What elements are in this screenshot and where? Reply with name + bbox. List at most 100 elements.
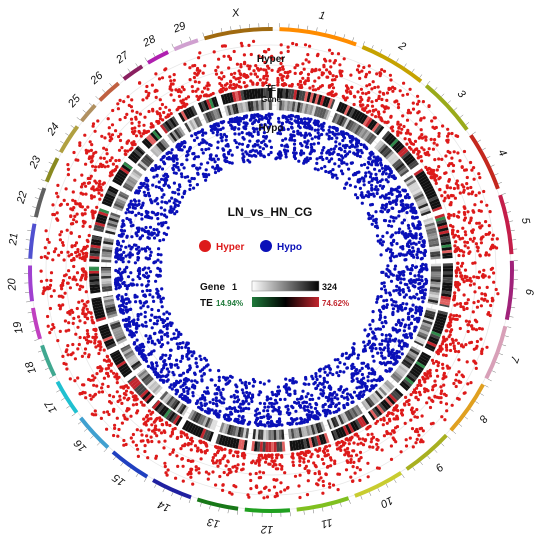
hyper-point bbox=[360, 69, 364, 73]
hyper-point bbox=[450, 156, 454, 160]
gene-cell bbox=[109, 214, 120, 221]
hypo-point bbox=[143, 310, 147, 314]
gene-cell bbox=[103, 238, 114, 243]
hypo-point bbox=[139, 312, 143, 316]
hyper-point bbox=[81, 309, 85, 313]
gene-cell bbox=[423, 217, 434, 223]
te-cell bbox=[152, 400, 161, 410]
hyper-point bbox=[154, 454, 158, 458]
te-cell bbox=[262, 441, 266, 452]
te-cell bbox=[422, 182, 433, 191]
gene-cell bbox=[318, 107, 325, 119]
hypo-point bbox=[392, 219, 396, 223]
hypo-point bbox=[374, 210, 378, 214]
hypo-point bbox=[388, 270, 392, 274]
gene-cell bbox=[375, 141, 385, 151]
hyper-point bbox=[446, 134, 450, 138]
hyper-point bbox=[179, 431, 183, 435]
hyper-point bbox=[442, 199, 446, 203]
hyper-point bbox=[470, 230, 474, 234]
hyper-point bbox=[197, 467, 201, 471]
hyper-point bbox=[70, 252, 74, 257]
te-cell bbox=[440, 241, 452, 246]
hyper-point bbox=[395, 99, 399, 103]
hyper-point bbox=[442, 383, 446, 387]
hyper-point bbox=[310, 452, 314, 456]
hypo-point bbox=[374, 172, 378, 176]
gene-cell bbox=[428, 296, 439, 301]
hyper-point bbox=[352, 441, 356, 445]
hypo-point bbox=[374, 383, 378, 387]
hypo-point bbox=[342, 396, 346, 400]
te-cell bbox=[371, 407, 381, 418]
hyper-point bbox=[428, 405, 433, 410]
hypo-point bbox=[141, 289, 145, 293]
te-cell bbox=[254, 88, 258, 99]
hyper-point bbox=[408, 87, 412, 91]
hypo-point bbox=[384, 193, 388, 197]
hyper-point bbox=[257, 68, 261, 72]
gene-cell bbox=[210, 110, 217, 121]
hyper-point bbox=[54, 247, 58, 251]
gene-cell bbox=[380, 385, 390, 395]
hyper-point bbox=[314, 88, 318, 92]
hyper-point bbox=[458, 159, 462, 163]
hypo-point bbox=[286, 404, 290, 408]
hypo-point bbox=[395, 274, 399, 278]
hypo-point bbox=[378, 342, 382, 346]
hyper-point bbox=[460, 165, 464, 169]
hyper-point bbox=[403, 403, 407, 407]
te-cell bbox=[442, 255, 453, 259]
hypo-point bbox=[402, 218, 406, 222]
hyper-point bbox=[427, 396, 431, 400]
hypo-point bbox=[186, 341, 190, 345]
gene-cell bbox=[390, 374, 400, 384]
te-cell bbox=[154, 129, 163, 138]
hyper-point bbox=[399, 450, 403, 454]
te-cell bbox=[94, 311, 105, 317]
hyper-point bbox=[304, 79, 308, 83]
hypo-point bbox=[205, 386, 209, 390]
hypo-point bbox=[411, 223, 415, 227]
hyper-point bbox=[120, 421, 124, 425]
hyper-point bbox=[71, 198, 75, 202]
hyper-point bbox=[375, 72, 379, 76]
hyper-point bbox=[302, 457, 306, 461]
hypo-point bbox=[175, 379, 179, 383]
hypo-point bbox=[182, 378, 186, 382]
gene-cell bbox=[111, 326, 123, 333]
hypo-point bbox=[350, 372, 354, 376]
hyper-point bbox=[229, 83, 233, 87]
hyper-point bbox=[231, 465, 235, 469]
hyper-point bbox=[180, 457, 184, 461]
te-cell bbox=[130, 379, 140, 388]
te-cell bbox=[421, 351, 432, 359]
hypo-point bbox=[347, 177, 351, 181]
hypo-point bbox=[301, 389, 305, 393]
hyper-point bbox=[269, 453, 273, 457]
hyper-point bbox=[346, 86, 350, 90]
hypo-point bbox=[388, 337, 392, 341]
hypo-point bbox=[310, 410, 314, 414]
hypo-point bbox=[214, 399, 219, 403]
te-cell bbox=[336, 101, 343, 112]
hypo-point bbox=[373, 343, 377, 347]
hyper-point bbox=[109, 363, 113, 367]
hypo-point bbox=[390, 253, 394, 258]
hypo-point bbox=[414, 325, 418, 329]
gene-cell bbox=[105, 227, 117, 233]
te-cell bbox=[354, 418, 362, 430]
gene-cell bbox=[348, 408, 356, 419]
hypo-point bbox=[379, 351, 383, 355]
hypo-point bbox=[148, 334, 152, 338]
hypo-point bbox=[336, 365, 340, 369]
hyper-point bbox=[85, 329, 89, 333]
hypo-point bbox=[124, 308, 128, 312]
hyper-point bbox=[342, 96, 346, 100]
gene-cell bbox=[101, 278, 112, 282]
hyper-point bbox=[349, 454, 353, 458]
te-cell bbox=[183, 109, 191, 120]
hyper-point bbox=[403, 137, 407, 141]
hypo-point bbox=[163, 359, 167, 363]
hypo-point bbox=[306, 405, 310, 409]
